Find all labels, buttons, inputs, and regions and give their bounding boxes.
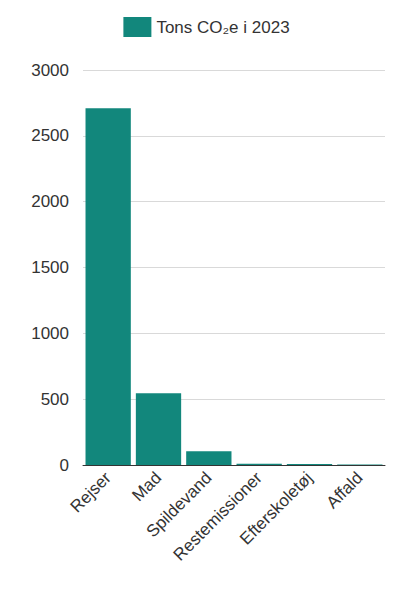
svg-text:2500: 2500 [31, 126, 69, 145]
svg-text:Mad: Mad [128, 468, 165, 505]
svg-text:Rejser: Rejser [67, 468, 115, 516]
svg-text:Affald: Affald [323, 468, 367, 512]
svg-text:Spildevand: Spildevand [142, 468, 216, 542]
svg-text:3000: 3000 [31, 61, 69, 80]
svg-text:1000: 1000 [31, 324, 69, 343]
svg-text:2000: 2000 [31, 192, 69, 211]
svg-text:1500: 1500 [31, 258, 69, 277]
svg-text:0: 0 [60, 456, 69, 475]
svg-text:500: 500 [41, 390, 69, 409]
svg-text:Tons CO₂e i 2023: Tons CO₂e i 2023 [156, 18, 289, 37]
svg-text:Efterskoletøj: Efterskoletøj [236, 468, 316, 548]
svg-text:Restemissioner: Restemissioner [170, 468, 266, 564]
